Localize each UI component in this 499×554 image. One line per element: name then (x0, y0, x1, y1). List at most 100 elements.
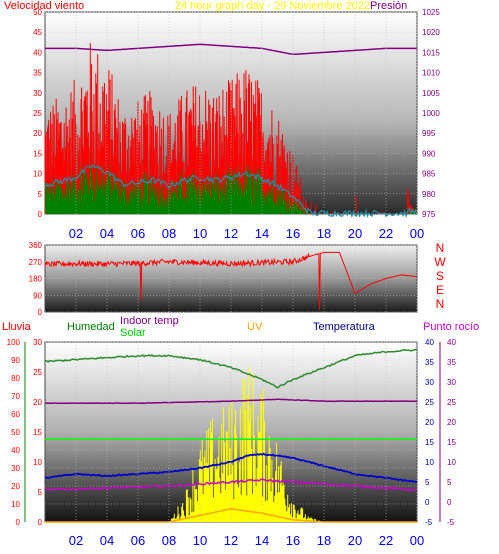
hour-tick-label: 16 (286, 226, 300, 241)
direction-panel-series (44, 251, 418, 311)
pressure-axis-tick: 980 (422, 190, 436, 199)
direction-panel-grid (45, 244, 418, 313)
wind-axis-tick: 45 (33, 28, 42, 37)
temperature-label: Temperatura (313, 321, 376, 333)
wind-axis-tick: 10 (33, 170, 42, 179)
direction-axis-tick: 360 (29, 241, 43, 250)
rain-axis-tick: 20 (11, 482, 20, 491)
hour-tick-label: 20 (348, 226, 362, 241)
hour-tick-label: 04 (100, 226, 114, 241)
hour-tick-label: 14 (255, 533, 269, 548)
direction-axis-tick: 270 (29, 258, 43, 267)
pressure-axis-tick: 1015 (422, 48, 440, 57)
dew-point-axis-tick: 35 (447, 358, 456, 367)
rain-axis-tick: 70 (11, 392, 20, 401)
dew-point-axis-tick: 40 (447, 338, 456, 347)
climate-panel-axes: 0102030405060708090100051015202530-50510… (7, 338, 457, 548)
dew-point-axis-tick: 5 (447, 478, 452, 487)
graph-title: 24 hour graph day - 29 Noviembre 2022 (175, 0, 370, 12)
rain-axis-tick: 100 (7, 338, 21, 347)
wind-axis-tick: 35 (33, 69, 42, 78)
indoor-temp-line (45, 398, 418, 405)
wind-axis-tick: 0 (38, 210, 43, 219)
wind-axis-tick: 50 (33, 8, 42, 17)
wind-gust-bars (44, 43, 418, 214)
humidity-axis-tick: 15 (33, 428, 42, 437)
compass-letter: S (436, 269, 444, 283)
wind-axis-tick: 30 (33, 89, 42, 98)
solar-label: Solar (120, 327, 146, 339)
hour-tick-label: 18 (317, 533, 331, 548)
humidity-axis-tick: 0 (38, 518, 43, 527)
wind-panel-axes: 0510152025303540455097598098599099510001… (33, 8, 440, 241)
temperature-axis-tick: 20 (425, 418, 434, 427)
hour-tick-label: 02 (69, 226, 83, 241)
temperature-axis-tick: -5 (425, 518, 433, 527)
pressure-axis-tick: 995 (422, 129, 436, 138)
direction-axis-tick: 0 (38, 308, 43, 317)
hour-tick-label: 12 (224, 533, 238, 548)
rain-axis-tick: 50 (11, 428, 20, 437)
indoor-temp-label: Indoor temp (120, 315, 179, 327)
hour-tick-label: 10 (193, 226, 207, 241)
temperature-axis-tick: 25 (425, 398, 434, 407)
hour-tick-label: 12 (224, 226, 238, 241)
wind-axis-tick: 40 (33, 48, 42, 57)
temperature-axis-tick: 35 (425, 358, 434, 367)
dew-point-axis-tick: 30 (447, 378, 456, 387)
hour-tick-label: 16 (286, 533, 300, 548)
hour-tick-label: 06 (131, 226, 145, 241)
wind-axis-tick: 20 (33, 129, 42, 138)
temperature-axis-tick: 30 (425, 378, 434, 387)
pressure-axis-tick: 1020 (422, 28, 440, 37)
dew-point-axis-tick: 0 (447, 498, 452, 507)
pressure-line (45, 43, 417, 56)
pressure-axis-tick: 1000 (422, 109, 440, 118)
rain-axis-tick: 30 (11, 464, 20, 473)
dew-point-label: Punto rocío (423, 321, 479, 333)
direction-panel-axes: 0 90 180 270 360 (29, 241, 43, 317)
pressure-axis-tick: 985 (422, 170, 436, 179)
hour-tick-label: 06 (131, 533, 145, 548)
hour-tick-label: 08 (162, 226, 176, 241)
humidity-axis-tick: 30 (33, 338, 42, 347)
pressure-axis-tick: 1005 (422, 89, 440, 98)
hour-tick-label: 02 (69, 533, 83, 548)
uv-label: UV (247, 321, 263, 333)
rain-axis-tick: 40 (11, 446, 20, 455)
temperature-axis-tick: 15 (425, 438, 434, 447)
dew-point-axis-tick: 15 (447, 438, 456, 447)
humidity-axis-tick: 25 (33, 368, 42, 377)
wind-speed-label: Velocidad viento (4, 0, 84, 12)
hour-tick-label: 20 (348, 533, 362, 548)
pressure-axis-tick: 1025 (422, 8, 440, 17)
wind-axis-tick: 25 (33, 109, 42, 118)
hour-tick-label: 10 (193, 533, 207, 548)
rain-label: Lluvia (2, 321, 32, 333)
direction-axis-tick: 180 (29, 275, 43, 284)
rain-axis-tick: 0 (16, 518, 21, 527)
dew-point-axis-tick: 10 (447, 458, 456, 467)
wind-axis-tick: 15 (33, 149, 42, 158)
hour-tick-label: 00 (410, 226, 424, 241)
rain-axis-tick: 80 (11, 374, 20, 383)
dew-point-axis-tick: -5 (447, 518, 455, 527)
compass-letter: N (436, 297, 445, 311)
hour-tick-label: 04 (100, 533, 114, 548)
compass-letter: E (436, 283, 444, 297)
temperature-axis-tick: 40 (425, 338, 434, 347)
direction-axis-tick: 90 (33, 291, 42, 300)
hour-tick-label: 18 (317, 226, 331, 241)
rain-axis-tick: 60 (11, 410, 20, 419)
rain-axis-tick: 90 (11, 356, 20, 365)
pressure-axis-tick: 975 (422, 210, 436, 219)
humidity-label: Humedad (67, 321, 115, 333)
rain-axis-tick: 10 (11, 500, 20, 509)
hour-tick-label: 22 (379, 533, 393, 548)
wind-axis-tick: 5 (38, 190, 43, 199)
pressure-label: Presión (370, 0, 407, 12)
humidity-axis-tick: 10 (33, 458, 42, 467)
hour-tick-label: 14 (255, 226, 269, 241)
